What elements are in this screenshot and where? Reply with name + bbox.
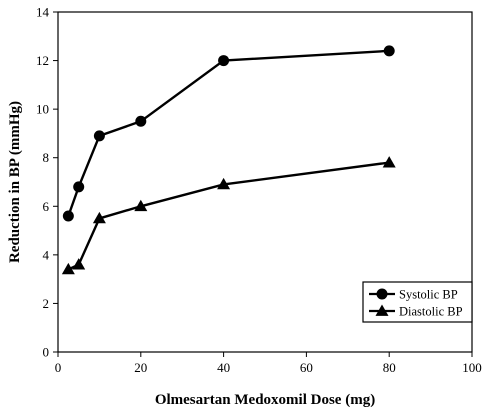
diastolic-bp-point (72, 258, 86, 270)
legend-item-systolic-bp: Systolic BP (369, 288, 458, 302)
systolic-bp-point (62, 210, 74, 222)
x-tick-label: 60 (300, 360, 313, 375)
systolic-bp-point (93, 130, 105, 142)
x-axis-title: Olmesartan Medoxomil Dose (mg) (155, 392, 375, 408)
x-axis-ticks: 0 20 40 60 80 100 (55, 352, 482, 375)
y-tick-label: 14 (36, 5, 50, 20)
x-tick-label: 0 (55, 360, 62, 375)
diastolic-bp-line (67, 161, 390, 271)
systolic-bp-series (62, 45, 395, 222)
y-axis-title: Reduction in BP (mmHg) (7, 101, 23, 263)
y-tick-label: 10 (36, 102, 49, 117)
diastolic-bp-point (382, 156, 396, 168)
legend-items: Systolic BP Diastolic BP (369, 288, 463, 319)
diastolic-bp-series (61, 156, 396, 275)
systolic-bp-point (135, 115, 147, 127)
diastolic-bp-point (134, 199, 148, 212)
y-tick-label: 6 (43, 199, 50, 214)
legend-item-diastolic-bp: Diastolic BP (369, 304, 463, 319)
y-tick-label: 0 (43, 345, 50, 360)
y-tick-label: 8 (43, 150, 50, 165)
y-tick-label: 2 (43, 296, 50, 311)
systolic-bp-point (218, 55, 230, 67)
y-tick-label: 12 (36, 53, 49, 68)
legend: Systolic BP Diastolic BP (362, 281, 473, 323)
y-axis-ticks: 0 2 4 6 8 10 12 14 (36, 5, 58, 360)
systolic-bp-line (67, 49, 390, 217)
legend-marker (376, 288, 388, 300)
legend-label: Diastolic BP (399, 305, 463, 319)
y-tick-label: 4 (43, 247, 50, 262)
x-tick-label: 20 (134, 360, 147, 375)
systolic-bp-point (383, 45, 395, 57)
plot-frame (57, 11, 473, 353)
series-layer (61, 45, 396, 275)
x-tick-label: 100 (462, 360, 482, 375)
legend-marker (375, 304, 389, 316)
diastolic-bp-point (61, 262, 75, 275)
x-tick-label: 80 (383, 360, 396, 375)
diastolic-bp-point (92, 211, 106, 224)
systolic-bp-point (73, 181, 85, 193)
diastolic-bp-point (217, 177, 231, 190)
legend-label: Systolic BP (399, 288, 458, 302)
x-tick-label: 40 (217, 360, 230, 375)
